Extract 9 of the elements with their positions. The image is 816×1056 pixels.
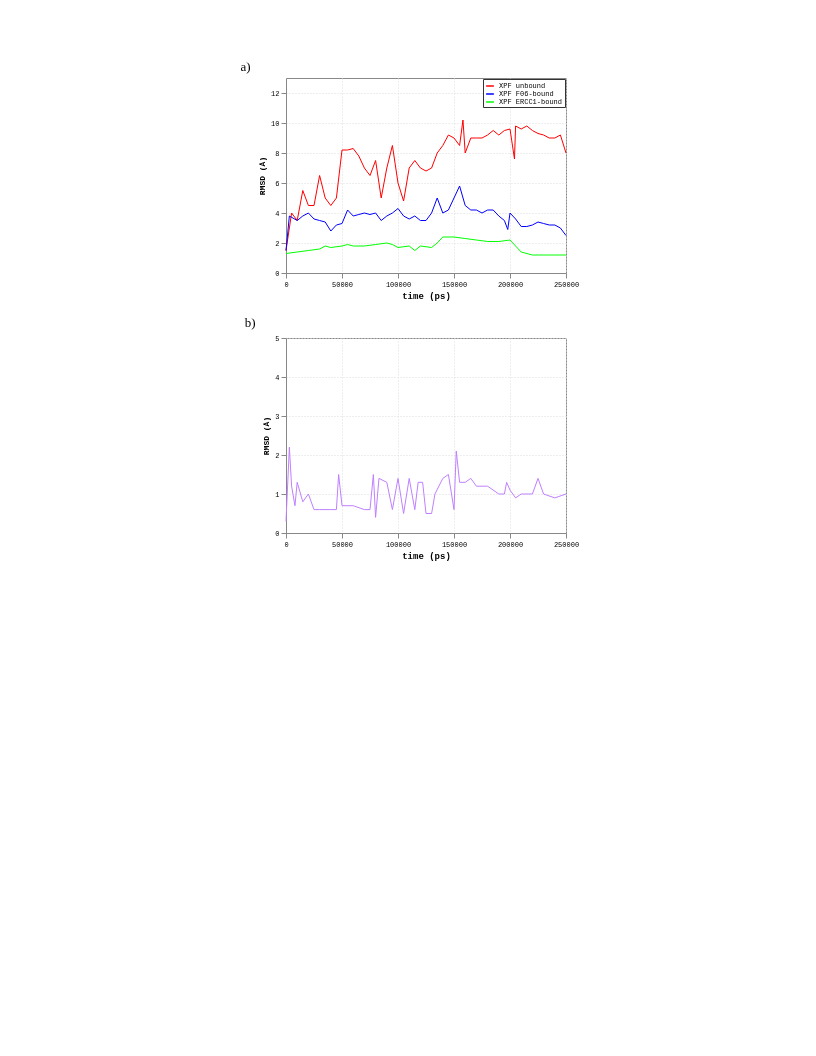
chart-title: a): [240, 59, 251, 74]
line-series: [285, 236, 567, 256]
y-axis-title: RMSD (Å): [262, 416, 272, 456]
line-series: [285, 446, 567, 522]
chart-title: b): [244, 315, 256, 330]
line-series: [285, 185, 567, 251]
x-axis-title: time (ps): [402, 291, 451, 302]
y-axis-title: RMSD (Å): [258, 156, 268, 196]
x-axis-title: time (ps): [402, 551, 451, 562]
